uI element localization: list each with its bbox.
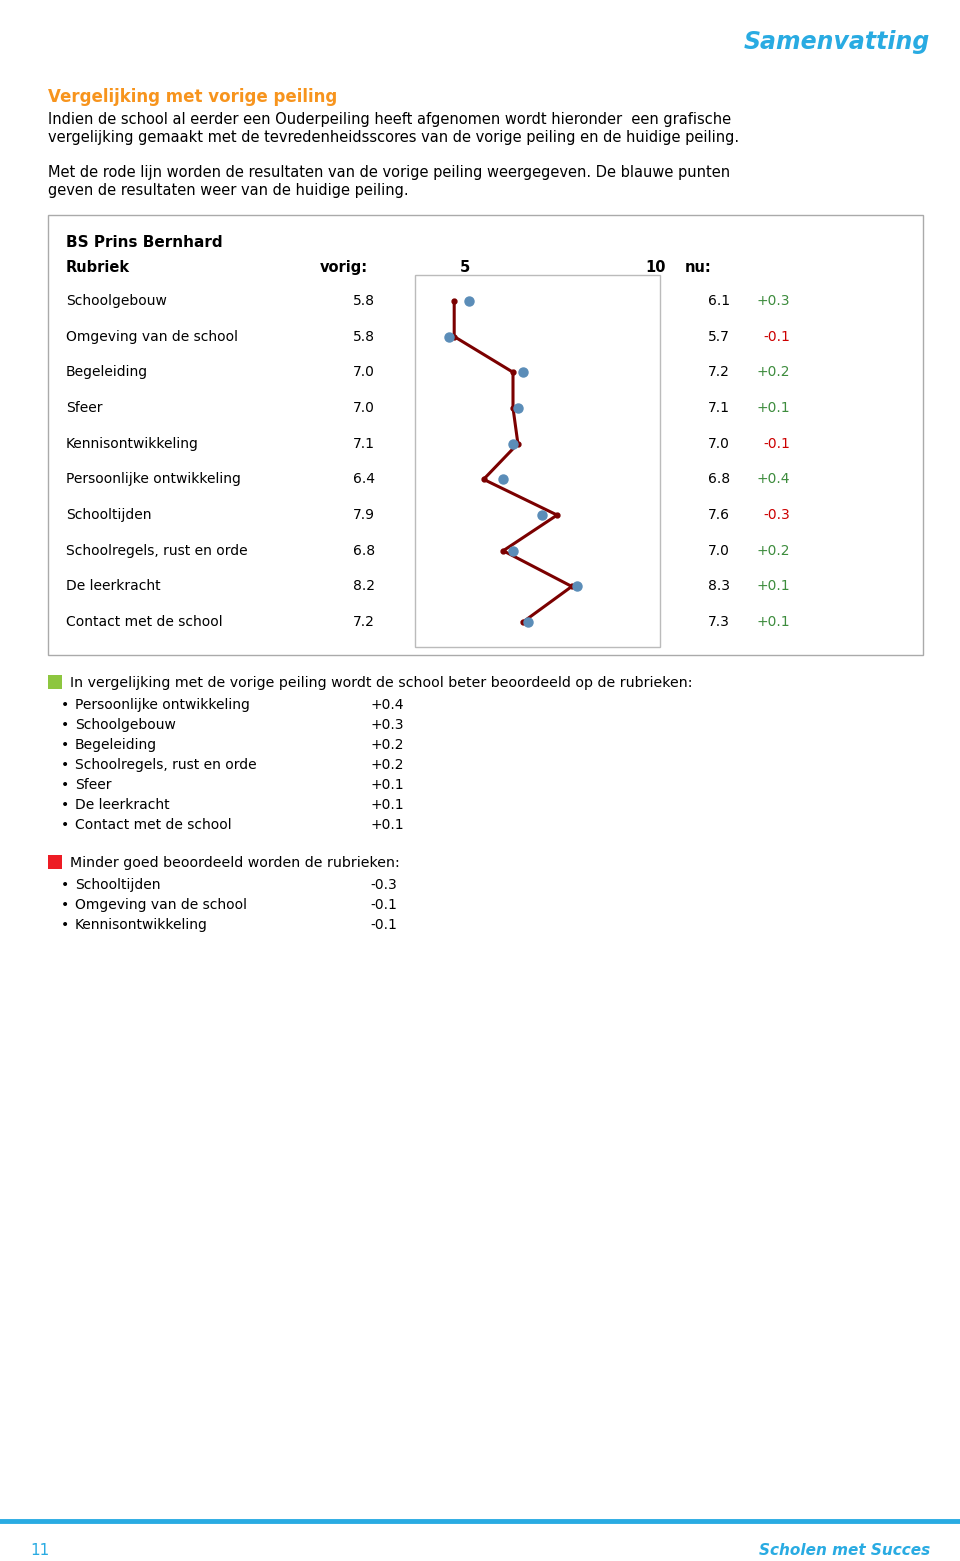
Text: 8.3: 8.3 — [708, 579, 730, 593]
Text: In vergelijking met de vorige peiling wordt de school beter beoordeeld op de rub: In vergelijking met de vorige peiling wo… — [70, 676, 692, 690]
Text: 7.0: 7.0 — [708, 437, 730, 451]
Text: -0.3: -0.3 — [370, 877, 396, 891]
Text: 7.2: 7.2 — [708, 365, 730, 379]
Text: 6.8: 6.8 — [353, 543, 375, 557]
Bar — [48, 855, 62, 869]
Text: Scholen met Succes: Scholen met Succes — [758, 1542, 930, 1558]
Text: +0.1: +0.1 — [370, 777, 403, 791]
Text: Met de rode lijn worden de resultaten van de vorige peiling weergegeven. De blau: Met de rode lijn worden de resultaten va… — [48, 165, 731, 180]
Text: 6.4: 6.4 — [353, 473, 375, 487]
Bar — [415, 275, 660, 646]
Text: •: • — [60, 777, 69, 791]
Text: •: • — [60, 898, 69, 912]
Text: +0.2: +0.2 — [756, 543, 790, 557]
Text: •: • — [60, 798, 69, 812]
Text: Omgeving van de school: Omgeving van de school — [75, 898, 247, 912]
Text: 7.0: 7.0 — [353, 401, 375, 415]
Text: 7.3: 7.3 — [708, 615, 730, 629]
Text: Schoolgebouw: Schoolgebouw — [66, 293, 167, 308]
Text: Schoolregels, rust en orde: Schoolregels, rust en orde — [66, 543, 248, 557]
Text: Begeleiding: Begeleiding — [75, 738, 157, 752]
Text: 7.0: 7.0 — [353, 365, 375, 379]
Text: Kennisontwikkeling: Kennisontwikkeling — [75, 918, 208, 932]
Text: •: • — [60, 698, 69, 712]
Text: Persoonlijke ontwikkeling: Persoonlijke ontwikkeling — [75, 698, 250, 712]
Text: Vergelijking met vorige peiling: Vergelijking met vorige peiling — [48, 87, 337, 106]
Text: 7.9: 7.9 — [353, 507, 375, 521]
Text: -0.1: -0.1 — [370, 918, 396, 932]
Text: 7.2: 7.2 — [353, 615, 375, 629]
Text: 7.1: 7.1 — [353, 437, 375, 451]
Text: Indien de school al eerder een Ouderpeiling heeft afgenomen wordt hieronder  een: Indien de school al eerder een Ouderpeil… — [48, 112, 732, 126]
Text: Schooltijden: Schooltijden — [66, 507, 152, 521]
Text: Schoolregels, rust en orde: Schoolregels, rust en orde — [75, 759, 256, 773]
Text: vorig:: vorig: — [320, 261, 368, 275]
Text: +0.1: +0.1 — [756, 615, 790, 629]
Text: Kennisontwikkeling: Kennisontwikkeling — [66, 437, 199, 451]
Text: 7.6: 7.6 — [708, 507, 730, 521]
Text: +0.2: +0.2 — [370, 759, 403, 773]
Text: •: • — [60, 738, 69, 752]
Text: 11: 11 — [30, 1542, 49, 1558]
Text: -0.1: -0.1 — [763, 329, 790, 343]
Text: +0.3: +0.3 — [756, 293, 790, 308]
Text: Schooltijden: Schooltijden — [75, 877, 160, 891]
Text: Begeleiding: Begeleiding — [66, 365, 148, 379]
Text: +0.2: +0.2 — [756, 365, 790, 379]
Text: •: • — [60, 877, 69, 891]
Text: Schoolgebouw: Schoolgebouw — [75, 718, 176, 732]
Text: 5.7: 5.7 — [708, 329, 730, 343]
Text: nu:: nu: — [685, 261, 711, 275]
Text: Sfeer: Sfeer — [66, 401, 103, 415]
Text: Rubriek: Rubriek — [66, 261, 131, 275]
Text: +0.1: +0.1 — [756, 579, 790, 593]
Text: +0.2: +0.2 — [370, 738, 403, 752]
Text: •: • — [60, 918, 69, 932]
Text: +0.1: +0.1 — [756, 401, 790, 415]
Text: +0.3: +0.3 — [370, 718, 403, 732]
Text: Sfeer: Sfeer — [75, 777, 111, 791]
Text: De leerkracht: De leerkracht — [66, 579, 160, 593]
Text: -0.3: -0.3 — [763, 507, 790, 521]
Text: -0.1: -0.1 — [370, 898, 396, 912]
Text: •: • — [60, 818, 69, 832]
Text: Omgeving van de school: Omgeving van de school — [66, 329, 238, 343]
Text: 8.2: 8.2 — [353, 579, 375, 593]
Text: •: • — [60, 759, 69, 773]
Text: 6.8: 6.8 — [708, 473, 730, 487]
Bar — [48, 674, 62, 688]
Text: Persoonlijke ontwikkeling: Persoonlijke ontwikkeling — [66, 473, 241, 487]
Text: BS Prins Bernhard: BS Prins Bernhard — [66, 236, 223, 250]
Text: Contact met de school: Contact met de school — [66, 615, 223, 629]
Text: Minder goed beoordeeld worden de rubrieken:: Minder goed beoordeeld worden de rubriek… — [70, 855, 399, 869]
Text: 6.1: 6.1 — [708, 293, 730, 308]
Text: +0.4: +0.4 — [756, 473, 790, 487]
Text: 5: 5 — [460, 261, 470, 275]
Text: +0.4: +0.4 — [370, 698, 403, 712]
Text: 7.0: 7.0 — [708, 543, 730, 557]
Text: Contact met de school: Contact met de school — [75, 818, 231, 832]
Text: 7.1: 7.1 — [708, 401, 730, 415]
Text: De leerkracht: De leerkracht — [75, 798, 170, 812]
Text: Samenvatting: Samenvatting — [744, 30, 930, 55]
Text: +0.1: +0.1 — [370, 818, 403, 832]
Text: 5.8: 5.8 — [353, 293, 375, 308]
Text: -0.1: -0.1 — [763, 437, 790, 451]
Text: 5.8: 5.8 — [353, 329, 375, 343]
Text: +0.1: +0.1 — [370, 798, 403, 812]
Text: geven de resultaten weer van de huidige peiling.: geven de resultaten weer van de huidige … — [48, 183, 409, 198]
Text: 10: 10 — [645, 261, 665, 275]
Bar — [48, 215, 923, 656]
Text: vergelijking gemaakt met de tevredenheidsscores van de vorige peiling en de huid: vergelijking gemaakt met de tevredenheid… — [48, 130, 739, 145]
Text: •: • — [60, 718, 69, 732]
